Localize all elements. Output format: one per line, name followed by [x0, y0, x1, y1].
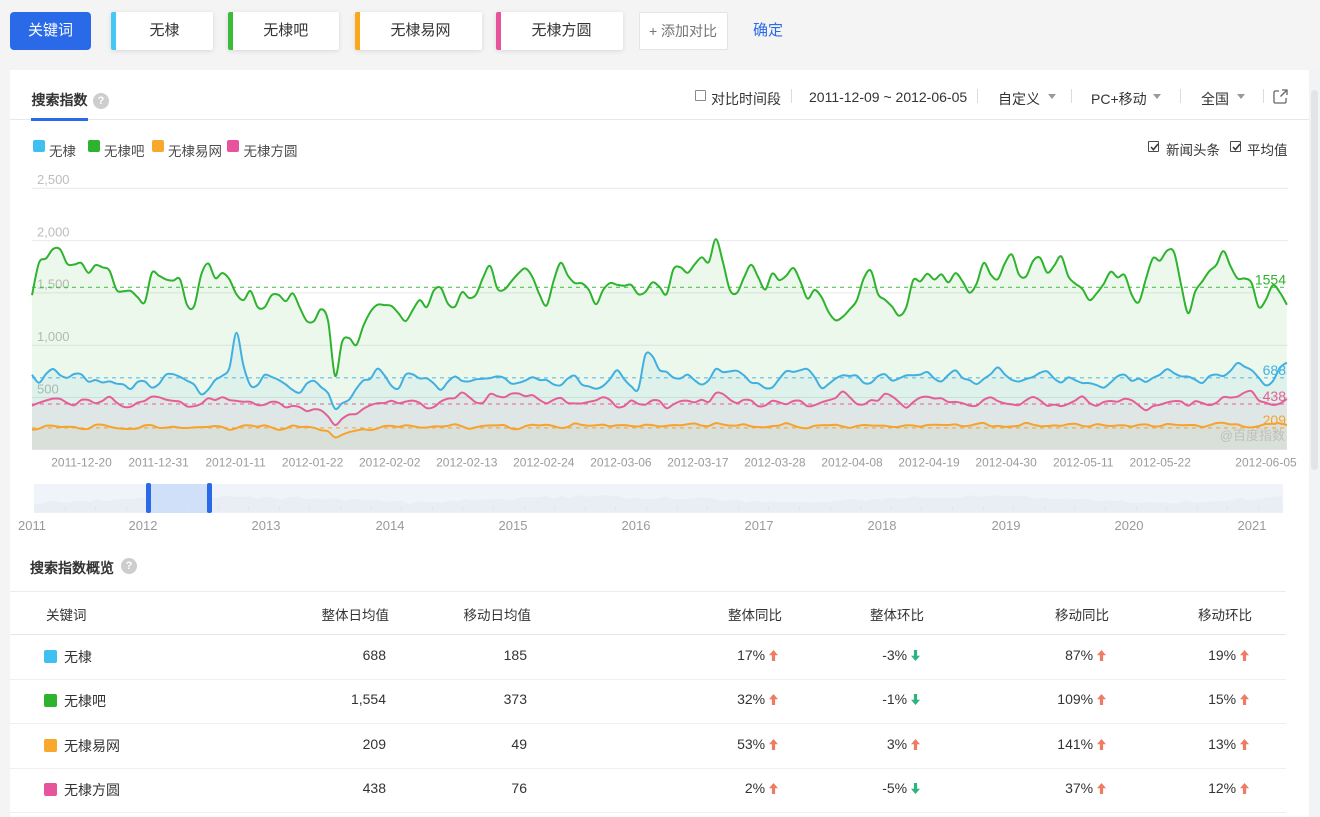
svg-text:1554: 1554	[1255, 271, 1286, 287]
svg-text:2012-02-13: 2012-02-13	[436, 456, 498, 470]
svg-text:500: 500	[37, 381, 59, 396]
svg-text:@百度指数: @百度指数	[1220, 428, 1285, 443]
svg-text:2012-03-28: 2012-03-28	[744, 456, 806, 470]
svg-text:209: 209	[1263, 412, 1287, 428]
svg-text:2012-02-24: 2012-02-24	[513, 456, 575, 470]
svg-text:688: 688	[1263, 362, 1287, 378]
svg-text:2012-06-05: 2012-06-05	[1235, 456, 1297, 470]
svg-text:2011-12-31: 2011-12-31	[128, 456, 189, 470]
svg-text:2,000: 2,000	[37, 224, 70, 239]
svg-text:438: 438	[1263, 388, 1287, 404]
svg-text:2012-03-06: 2012-03-06	[590, 456, 652, 470]
svg-text:2012-01-11: 2012-01-11	[205, 456, 266, 470]
svg-text:2012-04-08: 2012-04-08	[821, 456, 883, 470]
svg-text:2012-04-19: 2012-04-19	[898, 456, 960, 470]
svg-text:2012-04-30: 2012-04-30	[975, 456, 1037, 470]
svg-text:2012-05-11: 2012-05-11	[1053, 456, 1114, 470]
svg-text:2012-03-17: 2012-03-17	[667, 456, 729, 470]
svg-text:1,500: 1,500	[37, 277, 70, 292]
svg-text:2011-12-20: 2011-12-20	[51, 456, 112, 470]
svg-text:2,500: 2,500	[37, 172, 70, 187]
svg-text:2012-01-22: 2012-01-22	[282, 456, 344, 470]
svg-text:1,000: 1,000	[37, 329, 70, 344]
svg-text:2012-05-22: 2012-05-22	[1130, 456, 1192, 470]
svg-text:2012-02-02: 2012-02-02	[359, 456, 421, 470]
